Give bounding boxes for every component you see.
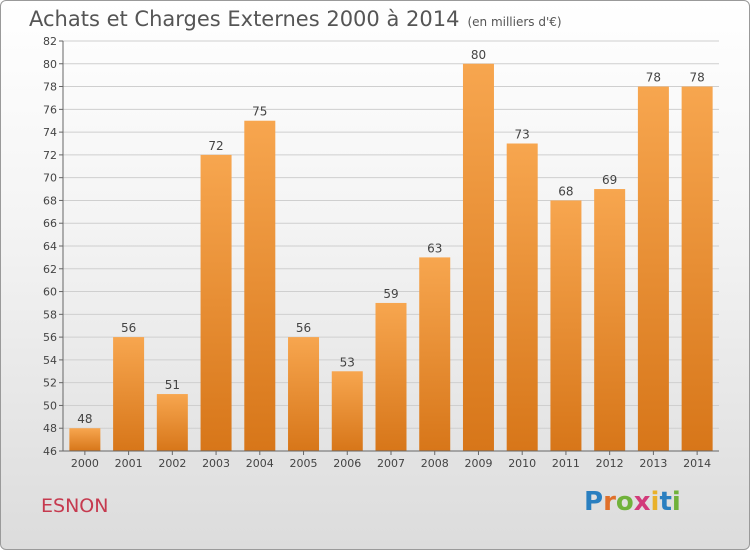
logo-letter: P bbox=[584, 487, 604, 517]
chart-subtitle: (en milliers d'€) bbox=[467, 15, 562, 29]
bar-2010 bbox=[506, 143, 538, 451]
y-tick-label: 78 bbox=[43, 81, 57, 94]
y-tick-label: 80 bbox=[43, 58, 57, 71]
x-tick-label-2009: 2009 bbox=[464, 457, 492, 470]
x-tick-label-2002: 2002 bbox=[158, 457, 186, 470]
y-tick-label: 74 bbox=[43, 126, 57, 139]
data-label-2004: 75 bbox=[252, 105, 267, 119]
logo-letter: o bbox=[615, 487, 634, 517]
data-label-2008: 63 bbox=[427, 241, 442, 255]
x-tick-label-2003: 2003 bbox=[202, 457, 230, 470]
chart-title: Achats et Charges Externes 2000 à 2014 (e… bbox=[29, 7, 562, 31]
y-tick-label: 50 bbox=[43, 399, 57, 412]
x-tick-label-2004: 2004 bbox=[246, 457, 274, 470]
data-label-2010: 73 bbox=[515, 128, 530, 142]
bar-2001 bbox=[113, 337, 145, 451]
bar-2004 bbox=[244, 120, 276, 451]
y-tick-label: 56 bbox=[43, 331, 57, 344]
y-tick-label: 48 bbox=[43, 422, 57, 435]
data-label-2001: 56 bbox=[121, 321, 136, 335]
x-tick-label-2007: 2007 bbox=[377, 457, 405, 470]
data-label-2007: 59 bbox=[383, 287, 398, 301]
data-label-2000: 48 bbox=[77, 412, 92, 426]
bar-2009 bbox=[462, 63, 494, 452]
bar-2003 bbox=[200, 154, 232, 451]
y-tick-label: 76 bbox=[43, 103, 57, 116]
x-tick-label-2006: 2006 bbox=[333, 457, 361, 470]
y-tick-label: 54 bbox=[43, 354, 57, 367]
data-label-2012: 69 bbox=[602, 173, 617, 187]
bar-2000 bbox=[69, 428, 101, 451]
y-tick-label: 72 bbox=[43, 149, 57, 162]
data-label-2002: 51 bbox=[165, 378, 180, 392]
bar-2011 bbox=[550, 200, 582, 451]
proxiti-logo: Proxiti bbox=[584, 487, 681, 517]
y-tick-label: 66 bbox=[43, 217, 57, 230]
y-tick-label: 70 bbox=[43, 172, 57, 185]
x-tick-label-2008: 2008 bbox=[421, 457, 449, 470]
chart-title-text: Achats et Charges Externes 2000 à 2014 bbox=[29, 7, 460, 31]
logo-letter: r bbox=[603, 487, 616, 517]
bar-2002 bbox=[156, 394, 188, 451]
x-tick-label-2012: 2012 bbox=[596, 457, 624, 470]
axes bbox=[59, 40, 719, 455]
x-tick-label-2013: 2013 bbox=[639, 457, 667, 470]
x-tick-label-2005: 2005 bbox=[290, 457, 318, 470]
data-label-2014: 78 bbox=[689, 71, 704, 85]
logo-letter: i bbox=[650, 487, 660, 517]
bar-2012 bbox=[594, 189, 626, 452]
bar-2005 bbox=[288, 337, 320, 451]
data-label-2003: 72 bbox=[208, 139, 223, 153]
y-tick-label: 82 bbox=[43, 35, 57, 48]
commune-name: ESNON bbox=[41, 495, 109, 517]
data-label-2005: 56 bbox=[296, 321, 311, 335]
data-label-2006: 53 bbox=[340, 355, 355, 369]
y-tick-label: 52 bbox=[43, 377, 57, 390]
y-tick-label: 64 bbox=[43, 240, 57, 253]
logo-letter: x bbox=[633, 487, 651, 517]
x-tick-label-2001: 2001 bbox=[115, 457, 143, 470]
x-tick-label-2000: 2000 bbox=[71, 457, 99, 470]
x-tick-label-2014: 2014 bbox=[683, 457, 711, 470]
y-tick-label: 58 bbox=[43, 308, 57, 321]
y-tick-label: 68 bbox=[43, 194, 57, 207]
logo-letter: t bbox=[659, 487, 672, 517]
bar-2014 bbox=[681, 86, 713, 452]
y-tick-label: 46 bbox=[43, 445, 57, 458]
labels: 46 48 50 52 54 56 58 60 62 64 66 68 70 72 74 76 78 80 82 48… bbox=[43, 35, 711, 470]
bar-2013 bbox=[637, 86, 669, 452]
y-tick-label: 62 bbox=[43, 263, 57, 276]
x-tick-label-2010: 2010 bbox=[508, 457, 536, 470]
bar-2008 bbox=[419, 257, 451, 451]
bars bbox=[69, 63, 713, 452]
logo-letter: i bbox=[671, 487, 681, 517]
bar-2006 bbox=[331, 371, 363, 451]
data-label-2009: 80 bbox=[471, 48, 486, 62]
bar-2007 bbox=[375, 302, 407, 451]
data-label-2013: 78 bbox=[646, 71, 661, 85]
data-label-2011: 68 bbox=[558, 184, 573, 198]
y-tick-label: 60 bbox=[43, 286, 57, 299]
x-tick-label-2011: 2011 bbox=[552, 457, 580, 470]
